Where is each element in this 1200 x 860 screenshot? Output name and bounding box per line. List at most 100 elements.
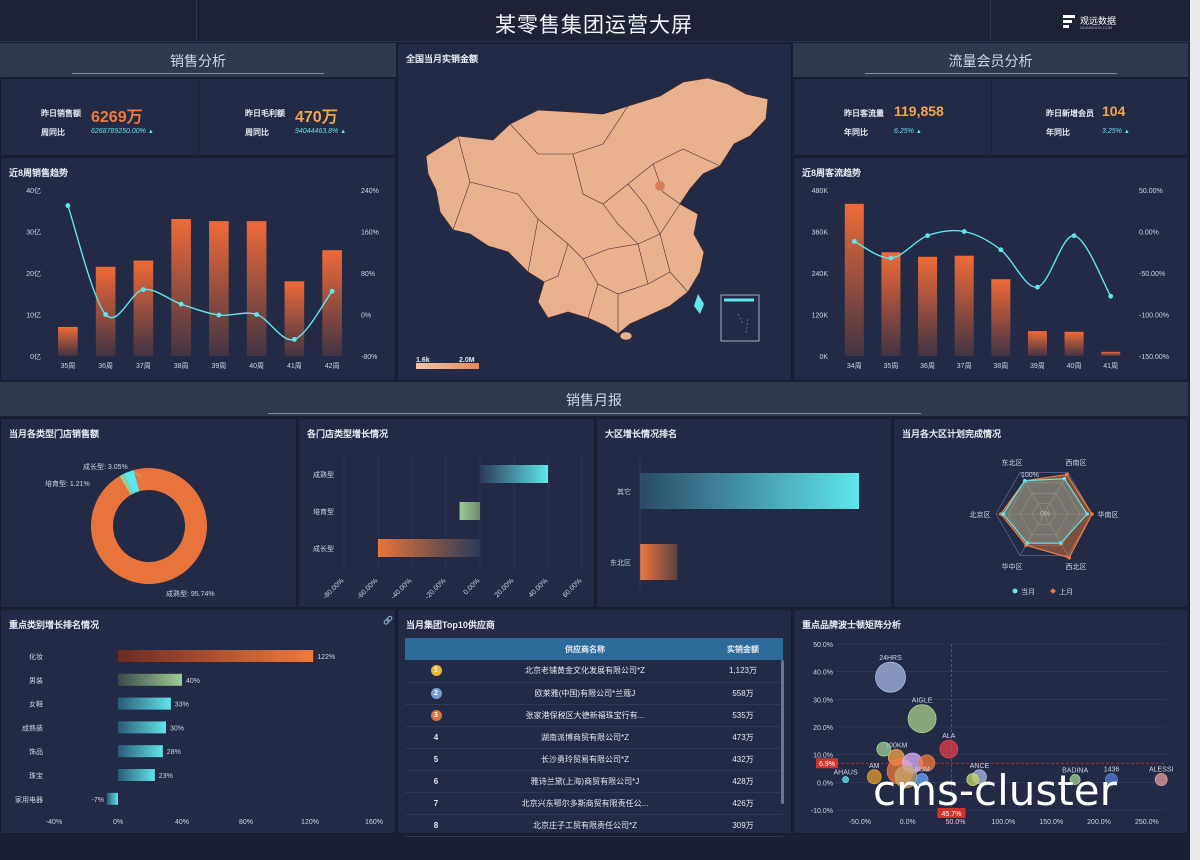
table-row[interactable]: 3 张家港保税区大德新福珠宝行有... 535万 (405, 704, 783, 727)
legend-label: 上月 (1059, 587, 1073, 596)
section-traffic: 流量会员分析 (793, 43, 1188, 77)
bar (378, 539, 480, 557)
y-tick-label: 培育型 (313, 507, 334, 516)
bubble-label: 24HRS (879, 655, 902, 662)
x-tick-label: -40% (46, 819, 62, 826)
y2-tick-label: 50.00% (1139, 188, 1163, 195)
medal-icon: 1 (430, 665, 442, 677)
map-legend-bar (416, 363, 479, 369)
data-label: 33% (175, 702, 189, 709)
map-legend-min: 1.6k (416, 357, 430, 364)
bubble-label: ALESSI (1149, 767, 1174, 774)
y2-tick-label: 0.00% (1139, 230, 1159, 237)
slice-label: 成长型: 3.05% (83, 462, 128, 471)
supplier-name-cell: 北京兴东鄂尔多斯商贸有限责任公... (467, 792, 703, 815)
traffic-kpi-panel: 昨日客流量 119,858 年同比 6.25% ▲ 昨日新增会员 104 年同比… (793, 78, 1188, 157)
header-bar: 某零售集团运营大屏 观远数据 GUANDATA.COM (0, 0, 1200, 42)
x-tick-label: -40.00% (390, 577, 413, 600)
bar (459, 502, 480, 520)
bar (118, 721, 166, 734)
y-tick-label: 10亿 (26, 311, 41, 320)
x-tick-label: 160% (365, 819, 383, 826)
line-point (65, 203, 71, 208)
x-tick-label: 0% (113, 819, 123, 826)
rank-cell: 1 (405, 660, 467, 683)
line-point (140, 287, 146, 292)
bar (991, 279, 1011, 356)
ref-label-x: 45.7% (942, 811, 962, 818)
radar-point (1067, 555, 1071, 560)
bubble (842, 776, 849, 783)
y-tick-label: 480K (812, 188, 829, 195)
line-point (216, 312, 222, 318)
y-tick-label: 女鞋 (29, 700, 43, 709)
rank-cell: 8 (405, 814, 467, 837)
bubble-label: AHAUS (834, 770, 858, 777)
radar-axis-label: 西北区 (1066, 563, 1087, 571)
table-row[interactable]: 2 欧莱雅(中国)有限公司*兰蔻J 558万 (405, 682, 783, 705)
x-tick-label: 35周 (60, 362, 75, 370)
x-tick-label: 120% (301, 819, 319, 826)
radar-point (1065, 472, 1069, 477)
x-tick-label: 34周 (847, 362, 862, 370)
line-point (1071, 233, 1077, 239)
line-point (961, 229, 967, 234)
watermark: cms-cluster (873, 766, 1117, 815)
traffic-trend-panel: 近8周客流趋势 0K 120K 240K 360K 480K -150.00% -100.0… (793, 157, 1188, 381)
logo: 观远数据 GUANDATA.COM (1062, 14, 1132, 32)
radar-axis-label: 北京区 (970, 510, 991, 519)
table-row[interactable]: 6 雅诗兰黛(上海)商贸有限公司*J 428万 (405, 770, 783, 793)
supplier-name-cell: 湖南派博商贸有限公司*Z (467, 726, 703, 749)
y-tick-label: 成熟型 (313, 470, 334, 479)
y-tick-label: 30.0% (813, 697, 833, 704)
y-tick-label: 家用电器 (15, 795, 43, 804)
donut-slice (119, 474, 134, 496)
amount-cell: 309万 (703, 814, 783, 837)
table-row[interactable]: 5 长沙勇玲贸易有限公司*Z 432万 (405, 748, 783, 771)
ref-label-y: 6.9% (819, 761, 835, 768)
data-label: -7% (92, 797, 104, 804)
map-legend-max: 2.0M (459, 357, 475, 364)
bar (118, 745, 163, 758)
supplier-name-cell: 欧莱雅(中国)有限公司*兰蔻J (467, 682, 703, 705)
amount-cell: 473万 (703, 726, 783, 749)
bubble-label: BADINA (1062, 768, 1088, 775)
table-row[interactable]: 8 北京庄子工贸有限责任公司*Z 309万 (405, 814, 783, 837)
china-outline (425, 77, 769, 335)
y-tick-label: 40.0% (813, 670, 833, 677)
store-growth-panel: 各门店类型增长情况 -80.00% -60.00% -40.00% -20.00% 0.… (298, 418, 595, 608)
bar (133, 260, 154, 356)
up-arrow-icon: ▲ (340, 129, 347, 135)
x-tick-label: 0.0% (900, 819, 916, 826)
bar (1101, 351, 1121, 356)
x-tick-label: 100.0% (992, 819, 1016, 826)
x-tick-label: 250.0% (1135, 819, 1159, 826)
table-row[interactable]: 7 北京兴东鄂尔多斯商贸有限责任公... 426万 (405, 792, 783, 815)
bubble (1105, 773, 1118, 786)
table-row[interactable]: 1 北京老铺黄金文化发展有限公司*Z 1,123万 (405, 660, 783, 683)
rank-cell: 2 (405, 682, 467, 705)
bubble (966, 773, 980, 786)
sales-kpi-panel: 昨日销售额 6269万 周同比 6268789250.00% ▲ 昨日毛利额 4… (0, 78, 396, 157)
category-growth-chart: 化妆 122% 男装 40% 女鞋 33% 成熟装 30% 饰品 28% 珠宝 23% 家用电器 -7% -… (15, 650, 383, 826)
map-panel: 全国当月实销金额 1.6k 2.0M (397, 43, 792, 381)
x-tick-label: 40% (175, 819, 189, 826)
y-tick-label: 化妆 (29, 652, 43, 661)
y-tick-label: 东北区 (610, 558, 631, 567)
slice-label: 培育型: 1.21% (45, 479, 90, 488)
table-scrollbar[interactable] (781, 660, 784, 804)
y-tick-label: 30亿 (26, 228, 41, 237)
y-tick-label: 珠宝 (29, 771, 43, 780)
column-header-supplier[interactable]: 供应商名称 (467, 638, 703, 660)
column-header-amount[interactable]: 实销金额 (703, 638, 783, 660)
table-row[interactable]: 4 湖南派博商贸有限公司*Z 473万 (405, 726, 783, 749)
bubble-label: AM (869, 763, 880, 770)
legend-label: 当月 (1021, 587, 1035, 596)
amount-cell: 1,123万 (703, 660, 783, 683)
bar (480, 465, 548, 483)
bar (1027, 331, 1047, 356)
section-sales: 销售分析 (0, 43, 396, 77)
line-point (103, 312, 109, 317)
link-icon[interactable]: 🔗 (383, 616, 393, 625)
